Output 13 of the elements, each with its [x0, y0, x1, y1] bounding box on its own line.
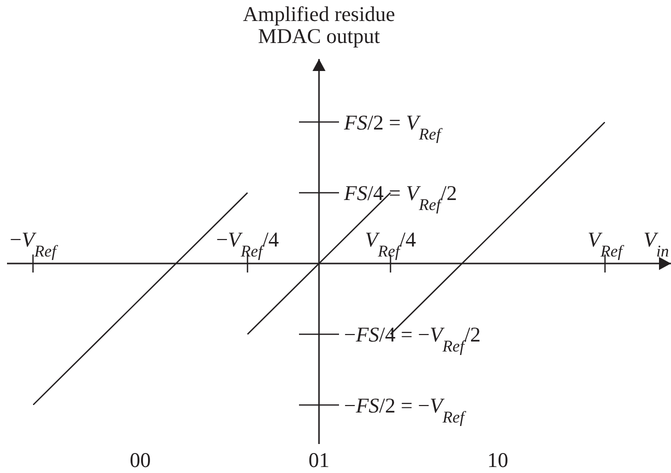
text: 10 — [487, 448, 508, 472]
annotation: FS/2 = V$_{Ref}$ — [343, 110, 444, 143]
x-axis-title: V$_{in}$ — [643, 228, 669, 260]
y-axis-title: Amplified residue MDAC output — [242, 2, 396, 48]
annotation: −FS/4 = −V$_{Ref}$/2 — [344, 322, 481, 356]
text: 00 — [130, 448, 151, 472]
x-tick-label: −V$_{Ref}$ — [10, 228, 59, 260]
x-tick-label: −V$_{Ref}$/4 — [216, 228, 280, 260]
annotation: −FS/2 = −V$_{Ref}$ — [344, 393, 467, 426]
text: 01 — [308, 448, 330, 472]
annotation: FS/4 = V$_{Ref}$/2 — [343, 181, 457, 214]
x-tick-label: V$_{Ref}$ — [588, 228, 625, 260]
x-tick-label: V$_{Ref}$/4 — [365, 228, 416, 260]
